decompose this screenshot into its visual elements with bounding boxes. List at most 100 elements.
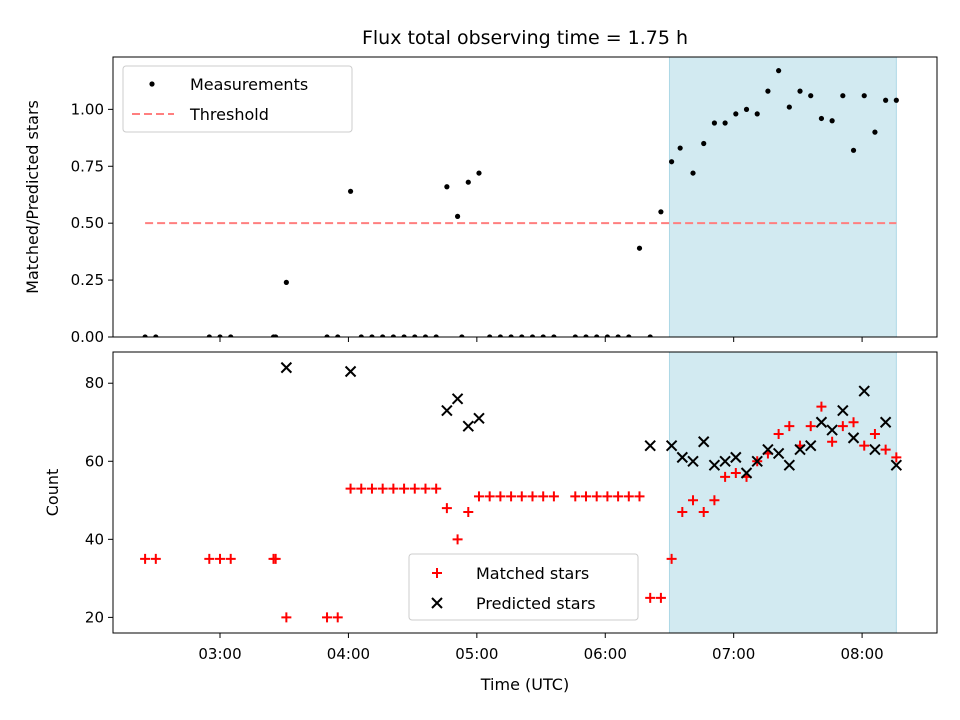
- matched-star-point: [388, 483, 399, 494]
- matched-star-point: [150, 553, 161, 564]
- matched-star-point: [720, 471, 731, 482]
- measurement-point: [797, 88, 803, 94]
- measurement-point: [519, 334, 525, 337]
- measurement-point: [497, 334, 503, 337]
- predicted-star-point: [687, 455, 699, 467]
- matched-star-point: [677, 507, 688, 518]
- predicted-star-point: [879, 416, 892, 428]
- measurement-point: [743, 106, 750, 112]
- measurement-point: [572, 334, 578, 337]
- matched-star-point: [580, 491, 591, 502]
- measurement-point: [529, 334, 536, 337]
- measurement-point: [765, 88, 771, 94]
- measurement-point: [206, 334, 212, 337]
- measurement-point: [540, 334, 546, 337]
- matched-star-point: [816, 401, 827, 412]
- predicted-star-point: [794, 443, 806, 456]
- predicted-star-point: [730, 451, 742, 464]
- measurement-point: [217, 334, 223, 337]
- measurement-point: [883, 97, 889, 103]
- matched-star-point: [399, 483, 410, 494]
- predicted-star-point: [762, 443, 774, 456]
- measurement-point: [850, 147, 857, 153]
- measurement-point: [893, 97, 899, 103]
- measurement-point: [722, 120, 728, 126]
- predicted-star-point: [847, 432, 860, 444]
- measurement-point: [358, 334, 364, 337]
- legend-label: Matched stars: [476, 564, 589, 583]
- measurement-point: [283, 279, 289, 285]
- predicted-star-point: [462, 420, 474, 432]
- measurement-point: [669, 159, 675, 165]
- matched-star-point: [332, 612, 343, 623]
- matched-star-point: [688, 495, 699, 506]
- predicted-star-point: [740, 467, 753, 479]
- series-predicted-stars: [280, 361, 903, 479]
- matched-star-point: [869, 428, 880, 439]
- matched-star-point: [431, 483, 442, 494]
- measurement-point: [433, 334, 439, 337]
- x-tick-label: 03:00: [198, 645, 241, 663]
- matched-star-point: [516, 491, 527, 502]
- y-tick-label: 0.25: [71, 271, 104, 289]
- y-tick-label: 20: [85, 608, 104, 626]
- y-tick-label: 60: [85, 452, 104, 470]
- plot-area: [142, 68, 899, 337]
- measurement-point: [487, 334, 493, 337]
- predicted-star-point: [676, 451, 689, 464]
- x-tick-label: 07:00: [712, 645, 755, 663]
- matched-star-point: [645, 592, 656, 603]
- matched-star-point: [891, 452, 902, 463]
- matched-star-point: [345, 483, 356, 494]
- predicted-star-point: [344, 365, 357, 378]
- measurement-point: [604, 334, 610, 337]
- legend-box: [122, 65, 353, 133]
- y-tick-label: 40: [85, 530, 104, 548]
- matched-star-point: [140, 553, 151, 564]
- matched-star-point: [784, 421, 795, 432]
- predicted-star-point: [708, 459, 721, 471]
- matched-star-point: [848, 417, 859, 428]
- measurement-point: [335, 334, 341, 337]
- legend-marker-measurements: [149, 81, 155, 87]
- x-tick-label: 08:00: [840, 645, 883, 663]
- measurement-point: [508, 334, 514, 337]
- matched-star-point: [409, 483, 420, 494]
- measurement-point: [677, 145, 683, 151]
- y-axis-label-top: Matched/Predicted stars: [23, 100, 42, 294]
- measurement-point: [658, 209, 664, 215]
- chart-title: Flux total observing time = 1.75 h: [362, 27, 688, 49]
- measurement-point: [594, 334, 600, 337]
- measurement-point: [872, 129, 878, 135]
- measurement-point: [273, 334, 279, 337]
- axes-frame: [112, 56, 938, 338]
- matched-star-point: [377, 483, 388, 494]
- legend: Measurements Threshold: [122, 65, 353, 133]
- predicted-star-point: [751, 455, 763, 467]
- axes-frame: [112, 351, 938, 634]
- matched-star-point: [730, 467, 741, 478]
- y-tick-label: 0.50: [71, 214, 104, 232]
- observing-window-shade: [668, 56, 897, 338]
- y-axis-label-bottom: Count: [43, 469, 62, 517]
- matched-star-point: [666, 553, 677, 564]
- measurement-point: [818, 115, 825, 122]
- matched-star-point: [495, 491, 506, 502]
- matched-star-point: [452, 534, 463, 545]
- measurement-point: [324, 334, 330, 337]
- x-tick-label: 06:00: [584, 645, 627, 663]
- predicted-star-point: [280, 361, 293, 374]
- measurement-point: [454, 213, 461, 219]
- plot-area: [140, 361, 903, 623]
- matched-star-point: [837, 421, 848, 432]
- predicted-star-point: [805, 439, 817, 452]
- y-tick-label: 1.00: [71, 100, 104, 118]
- legend-label: Predicted stars: [476, 594, 596, 613]
- matched-star-point: [484, 491, 495, 502]
- measurement-point: [733, 111, 739, 117]
- measurement-point: [636, 245, 643, 251]
- measurement-point: [776, 68, 782, 74]
- matched-star-point: [655, 592, 666, 603]
- predicted-star-point: [869, 443, 881, 456]
